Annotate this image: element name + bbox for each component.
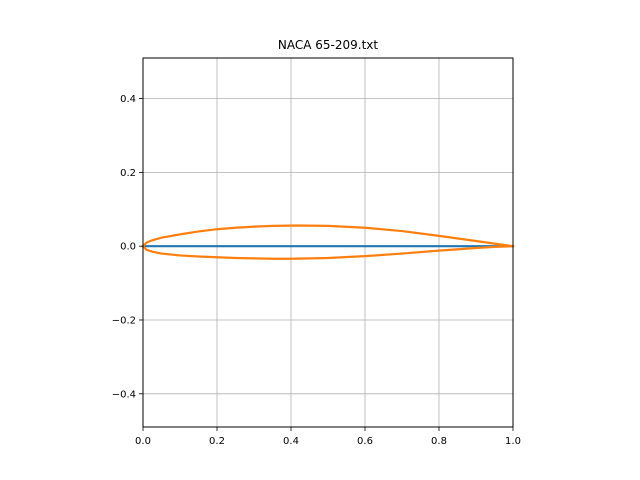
x-tick-label: 0.6: [357, 436, 373, 447]
y-tick-label: −0.2: [112, 315, 136, 326]
x-tick-label: 1.0: [505, 436, 521, 447]
plot-area: [143, 58, 513, 427]
x-tick-label: 0.2: [209, 436, 225, 447]
y-tick-label: 0.2: [120, 168, 136, 179]
y-tick-label: 0.0: [120, 242, 136, 253]
ticks: 0.0 0.2 0.4 0.6 0.8 1.0 −0.4 −0.2 0.0 0.2 0.4: [112, 94, 521, 447]
x-tick-label: 0.8: [431, 436, 447, 447]
x-tick-label: 0.0: [135, 436, 151, 447]
y-tick-label: −0.4: [112, 389, 136, 400]
y-tick-label: 0.4: [120, 94, 136, 105]
plot-frame: [142, 57, 514, 428]
x-tick-label: 0.4: [283, 436, 299, 447]
chart-title: NACA 65-209.txt: [278, 38, 379, 52]
